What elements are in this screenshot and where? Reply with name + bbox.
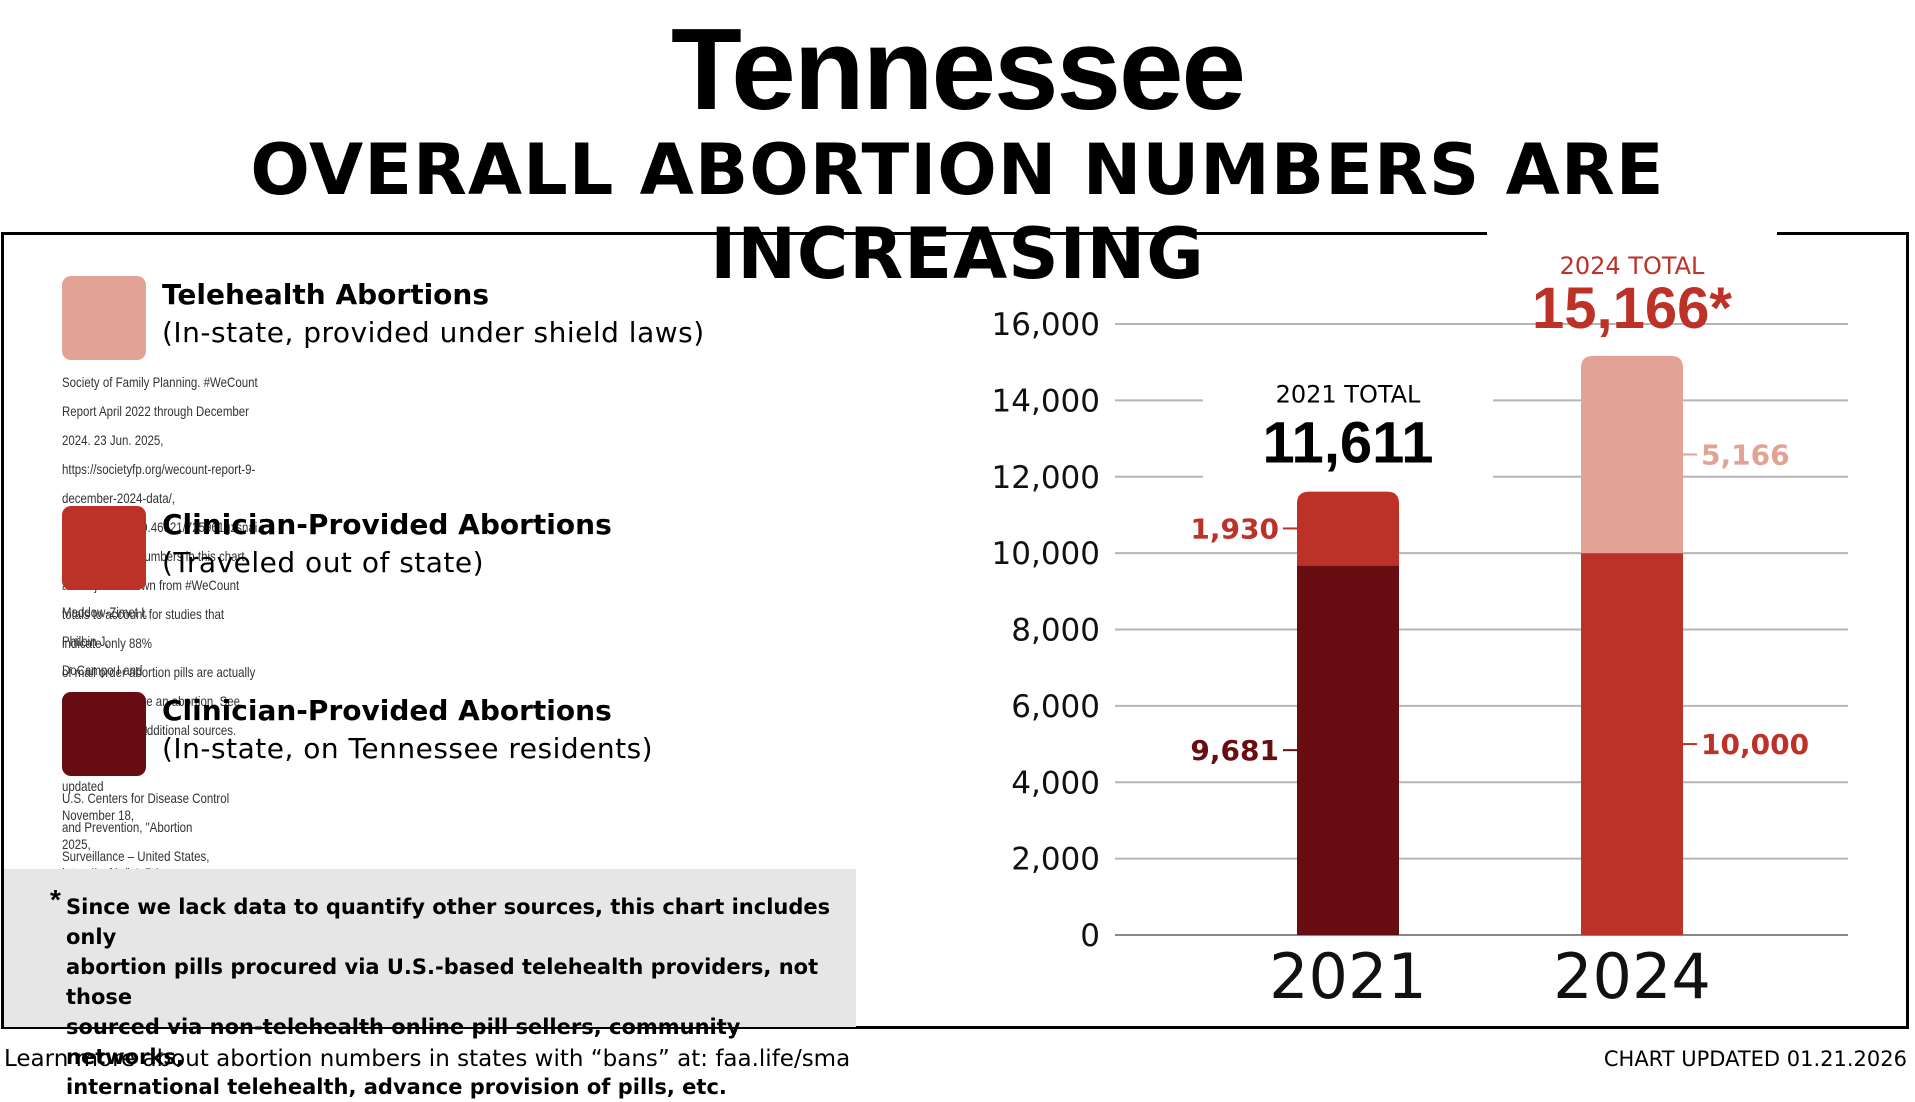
y-tick-label: 4,000 xyxy=(1011,765,1100,801)
footnote-asterisk: * xyxy=(50,884,61,915)
footer-learn-more: Learn more about abortion numbers in sta… xyxy=(4,1046,851,1072)
bar-segment xyxy=(1581,553,1683,935)
x-category-label: 2021 xyxy=(1269,940,1427,1013)
legend-subtitle: (Traveled out of state) xyxy=(162,546,485,579)
legend-subtitle: (In-state, provided under shield laws) xyxy=(162,316,705,349)
y-tick-label: 0 xyxy=(1080,918,1100,954)
stacked-bar-chart: 0 2,000 4,000 6,000 8,000 10,000 12,000 14,000 1… xyxy=(991,225,1848,1013)
value-label: 10,000 xyxy=(1701,728,1809,761)
y-tick-label: 10,000 xyxy=(992,536,1100,572)
footnote-box xyxy=(4,869,856,1027)
legend-title: Telehealth Abortions xyxy=(162,278,490,311)
total-backing xyxy=(1487,225,1777,316)
bar-segment xyxy=(1297,491,1399,566)
legend-title: Clinician-Provided Abortions xyxy=(162,508,612,541)
y-tick-label: 8,000 xyxy=(1011,613,1100,649)
value-label: 1,930 xyxy=(1190,512,1279,545)
value-label: 5,166 xyxy=(1701,438,1790,471)
legend-title: Clinician-Provided Abortions xyxy=(162,694,612,727)
footer-updated: CHART UPDATED 01.21.2026 xyxy=(1603,1047,1907,1071)
chart-frame xyxy=(1,232,1909,1029)
total-caption: 2024 TOTAL xyxy=(1560,252,1705,280)
y-tick-label: 16,000 xyxy=(992,307,1100,343)
y-tick-label: 12,000 xyxy=(992,460,1100,496)
legend-source: Society of Family Planning. #WeCount Rep… xyxy=(62,374,261,738)
value-label: 9,681 xyxy=(1190,734,1279,767)
total-value: 15,166* xyxy=(1532,276,1732,341)
legend-swatch-telehealth xyxy=(62,276,146,360)
y-tick-label: 6,000 xyxy=(1011,689,1100,725)
y-tick-label: 2,000 xyxy=(1011,842,1100,878)
legend-swatch-traveled xyxy=(62,506,146,590)
page-subtitle: OVERALL ABORTION NUMBERS ARE INCREASING xyxy=(250,129,1665,295)
x-category-label: 2024 xyxy=(1553,940,1711,1013)
total-value: 11,611 xyxy=(1263,411,1434,476)
total-caption: 2021 TOTAL xyxy=(1276,381,1421,409)
page-title: Tennessee xyxy=(670,4,1246,134)
y-tick-label: 14,000 xyxy=(992,383,1100,419)
bar-segment xyxy=(1581,355,1683,554)
legend-subtitle: (In-state, on Tennessee residents) xyxy=(162,732,654,765)
total-backing xyxy=(1203,361,1493,480)
legend-swatch-instate xyxy=(62,692,146,776)
bar-segment xyxy=(1297,565,1399,935)
